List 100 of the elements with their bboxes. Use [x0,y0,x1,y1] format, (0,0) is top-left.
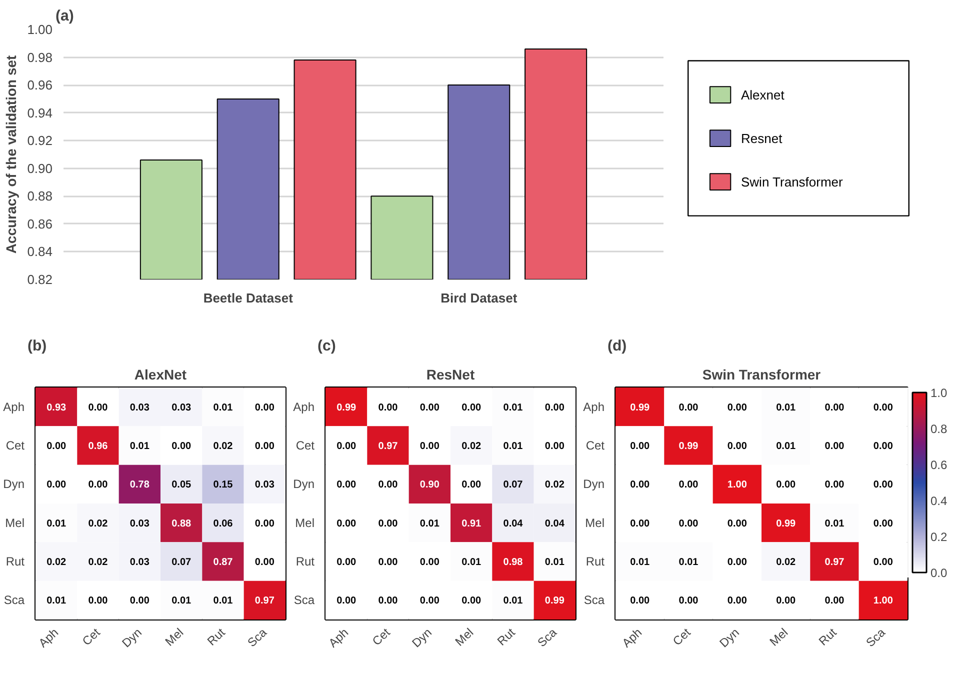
data-label: 0.90 [420,480,440,491]
data-label: 0.97 [824,557,845,568]
x-tick-label: Cet [670,624,694,648]
data-label: 0.00 [336,557,357,568]
data-label: 0.01 [824,518,845,530]
data-label: 0.03 [130,402,150,414]
data-label: 1.00 [727,480,748,491]
x-tick-label: Sca [534,625,560,650]
data-label: 0.04 [544,518,565,530]
data-label: 0.00 [46,441,67,452]
y-tick-label: Rut [6,554,26,568]
data-label: 0.03 [130,557,150,568]
data-label: 0.01 [503,596,524,607]
color-bar-label: 1.0 [930,386,948,400]
y-tick-label: Cet [296,438,316,452]
data-label: 0.00 [630,480,650,491]
data-label: 0.00 [630,441,650,452]
y-axis-title: Accuracy of the validation set [3,54,20,254]
data-label: 0.00 [88,480,108,491]
chart-title: ResNet [426,366,475,382]
data-label: 0.01 [130,441,150,452]
data-label: 0.00 [678,402,699,414]
data-label: 0.00 [378,480,398,491]
y-tick-label: 0.94 [27,105,53,120]
data-label: 0.03 [172,402,192,414]
color-bar-label: 0.8 [930,422,948,436]
data-label: 0.00 [462,596,482,607]
y-tick-label: 0.88 [27,188,53,204]
y-tick-label: Sca [294,593,315,608]
data-label: 0.00 [824,596,845,607]
y-tick-label: Dyn [293,477,315,492]
color-bar-label: 0.2 [930,530,948,544]
x-tick-label: Cet [80,624,104,648]
text: (b) [28,338,47,354]
data-label: 0.00 [172,441,192,452]
data-label: 0.91 [462,518,482,530]
data-label: 0.15 [213,480,234,491]
legend-label: Alexnet [741,87,785,102]
data-label: 0.02 [462,441,482,452]
data-label: 0.00 [678,596,699,607]
data-label: 0.96 [88,441,108,452]
data-label: 0.00 [824,441,845,452]
x-tick-label: Dyn [409,625,434,650]
data-label: 0.78 [130,480,150,491]
data-label: 0.97 [254,596,275,607]
data-label: 0.01 [420,518,440,530]
y-tick-label: 0.90 [27,160,53,176]
data-label: 0.00 [824,480,845,491]
data-label: 0.00 [420,596,440,607]
y-tick-label: Cet [6,438,26,452]
data-label: 0.00 [873,557,894,568]
data-label: 0.01 [776,402,796,414]
data-label: 0.93 [46,402,67,414]
data-label: 0.02 [88,557,108,568]
data-label: 0.01 [46,518,67,530]
color-bar-label: 0.4 [930,494,948,508]
x-tick-label: Sca [244,625,270,650]
data-label: 0.03 [130,518,150,530]
data-label: 0.07 [503,480,524,491]
data-label: 0.99 [678,441,699,452]
color-bar-label: 0.0 [930,566,948,580]
x-tick-label: Aph [326,625,352,650]
legend-label: Swin Transformer [741,174,844,190]
data-label: 0.01 [213,402,234,414]
data-label: 0.00 [727,557,748,568]
y-tick-label: Sca [4,593,25,608]
legend-label: Resnet [741,130,783,146]
data-label: 0.00 [544,441,565,452]
data-label: 0.87 [213,557,234,568]
y-tick-label: Aph [3,400,25,414]
x-tick-label: Dyn [119,625,144,650]
data-label: 0.00 [727,596,748,607]
data-label: 0.07 [172,557,192,568]
data-label: 0.00 [462,480,482,491]
data-label: 0.02 [46,557,67,568]
data-label: 0.01 [544,557,565,568]
data-label: 0.01 [462,557,482,568]
y-tick-label: Rut [586,554,606,568]
data-label: 0.99 [630,402,650,414]
data-label: 0.01 [776,441,796,452]
data-label: 0.00 [254,518,275,530]
data-label: 0.99 [776,518,796,530]
y-tick-label: 0.92 [27,133,53,148]
data-label: 0.03 [254,480,275,491]
data-label: 0.01 [46,596,67,607]
y-tick-label: Cet [586,438,606,452]
data-label: 0.02 [88,518,108,530]
x-tick-label: Mel [766,625,791,649]
chart-title: AlexNet [134,366,187,382]
data-label: 0.00 [873,518,894,530]
data-label: 0.99 [544,596,565,607]
y-tick-label: Rut [296,554,316,568]
data-label: 0.00 [630,596,650,607]
x-tick-label: Bird Dataset [440,290,518,306]
data-label: 0.01 [630,557,650,568]
data-label: 0.00 [88,596,108,607]
data-label: 0.00 [824,402,845,414]
text: (c) [318,338,336,354]
text: (a) [56,8,74,24]
data-label: 0.00 [873,480,894,491]
